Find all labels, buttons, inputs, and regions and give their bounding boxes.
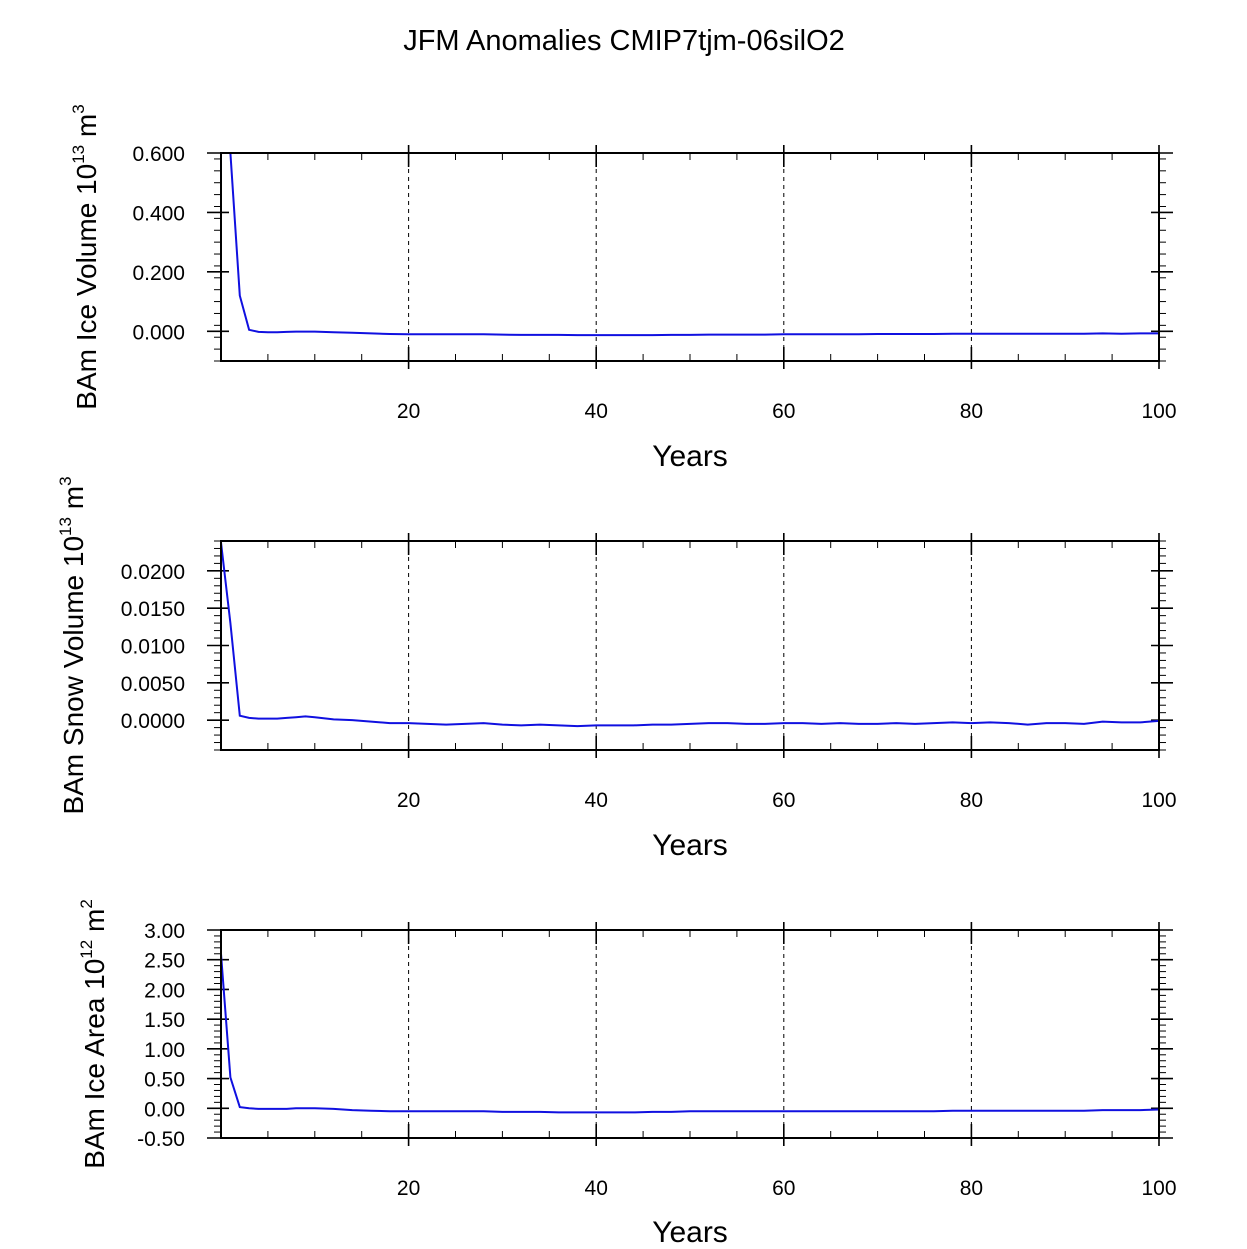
- x-tick-label: 80: [960, 1177, 983, 1200]
- x-tick-label: 40: [585, 1177, 608, 1200]
- y-axis-label: BAm Snow Volume 1013 m3: [56, 476, 89, 814]
- y-axis-label-part: 3: [69, 104, 88, 113]
- y-tick-label: 0.0150: [121, 598, 185, 621]
- y-tick-label: -0.50: [137, 1128, 185, 1151]
- y-tick-label: 0.000: [132, 321, 185, 344]
- y-axis-label-part: BAm Ice Area 10: [79, 959, 110, 1169]
- figure-title: JFM Anomalies CMIP7tjm-06silO2: [403, 25, 845, 57]
- series-line: [229, 152, 1159, 337]
- series-line: [220, 953, 1160, 1114]
- y-tick-label: 1.00: [144, 1039, 185, 1062]
- panel-3: 20 40 60 80 100 -0.50 0.00 0.50 1.00 1.50 2.00 2.50…: [77, 899, 1177, 1249]
- x-tick-label: 80: [960, 789, 983, 812]
- y-axis-label-part: m: [79, 909, 110, 940]
- panel-1: 20 40 60 80 100 0.000 0.200 0.400 0.600 Years BAm …: [69, 104, 1177, 473]
- y-axis-label-part: m: [71, 114, 102, 145]
- x-tick-label: 80: [960, 400, 983, 423]
- y-tick-label: 3.00: [144, 920, 185, 943]
- y-tick-label: 0.50: [144, 1069, 185, 1092]
- y-tick-label: 1.50: [144, 1009, 185, 1032]
- plot-frame: [220, 152, 1160, 362]
- y-tick-label: 0.0050: [121, 673, 185, 696]
- y-tick-label: 0.0000: [121, 710, 185, 733]
- y-axis-label-part: BAm Snow Volume 10: [58, 536, 89, 815]
- x-tick-label: 60: [772, 789, 795, 812]
- x-axis-label: Years: [652, 829, 728, 862]
- x-tick-label: 40: [585, 789, 608, 812]
- y-axis-label-part: BAm Ice Volume 10: [71, 164, 102, 410]
- y-axis-label-part: 13: [69, 145, 88, 164]
- y-tick-label: 2.00: [144, 979, 185, 1002]
- y-tick-label: 0.400: [132, 202, 185, 225]
- y-axis-label-part: 2: [77, 899, 96, 908]
- x-tick-label: 20: [397, 400, 420, 423]
- y-axis-label-part: 13: [56, 517, 75, 536]
- plot-frame: [220, 929, 1160, 1139]
- y-tick-label: 2.50: [144, 950, 185, 973]
- panel-2: 20 40 60 80 100 0.0000 0.0050 0.0100 0.0150 0.020…: [56, 476, 1177, 862]
- x-axis-label: Years: [652, 440, 728, 473]
- x-tick-label: 100: [1141, 400, 1176, 423]
- y-tick-label: 0.0200: [121, 561, 185, 584]
- y-axis-label-part: 12: [77, 940, 96, 959]
- y-axis-label-part: m: [58, 486, 89, 517]
- x-tick-label: 20: [397, 789, 420, 812]
- x-tick-label: 60: [772, 400, 795, 423]
- x-axis-label: Years: [652, 1216, 728, 1249]
- y-tick-label: 0.00: [144, 1098, 185, 1121]
- y-axis-label: BAm Ice Volume 1013 m3: [69, 104, 102, 409]
- x-tick-label: 100: [1141, 789, 1176, 812]
- x-tick-label: 40: [585, 400, 608, 423]
- x-tick-label: 20: [397, 1177, 420, 1200]
- y-axis-label: BAm Ice Area 1012 m2: [77, 899, 110, 1169]
- x-tick-label: 60: [772, 1177, 795, 1200]
- panels: 20 40 60 80 100 0.000 0.200 0.400 0.600 Years BAm …: [56, 104, 1177, 1249]
- x-tick-label: 100: [1141, 1177, 1176, 1200]
- y-tick-label: 0.200: [132, 262, 185, 285]
- y-axis-label-part: 3: [56, 476, 75, 485]
- plot-frame: [220, 540, 1160, 751]
- y-tick-label: 0.600: [132, 143, 185, 166]
- series-line: [220, 542, 1160, 728]
- y-tick-label: 0.0100: [121, 636, 185, 659]
